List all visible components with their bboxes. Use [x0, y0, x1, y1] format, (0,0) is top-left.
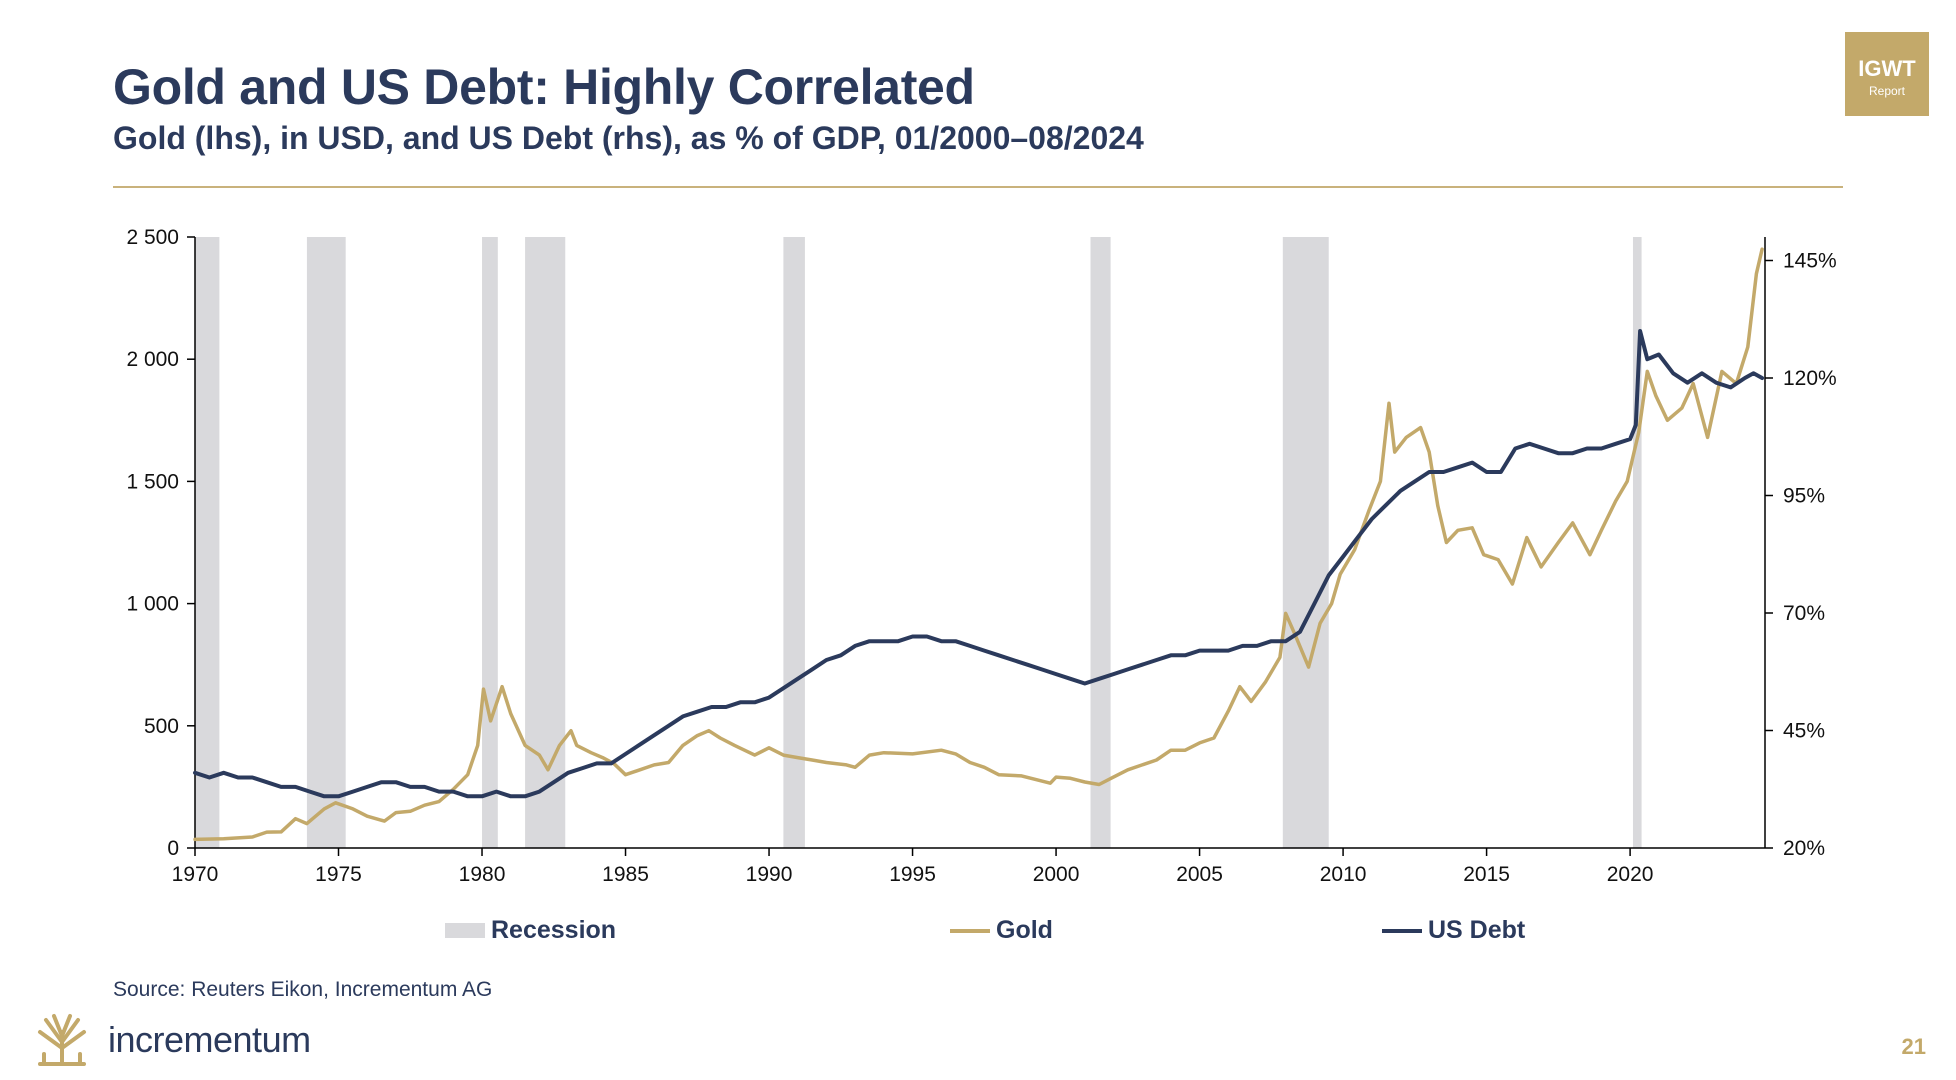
header-divider: [113, 186, 1843, 188]
legend-item-us-debt: US Debt: [1382, 916, 1525, 945]
x-tick-label: 1970: [172, 863, 219, 886]
x-tick-label: 2000: [1033, 863, 1080, 886]
brand-name: incrementum: [108, 1019, 311, 1060]
x-tick-label: 2010: [1320, 863, 1367, 886]
x-tick-label: 1990: [746, 863, 793, 886]
recession-band: [783, 237, 805, 848]
legend-label-us-debt: US Debt: [1428, 916, 1526, 944]
legend-item-recession: Recession: [445, 916, 616, 945]
right-y-tick-label: 95%: [1783, 485, 1825, 508]
us-debt-swatch: [1382, 928, 1422, 933]
chart-subtitle: Gold (lhs), in USD, and US Debt (rhs), a…: [113, 120, 1144, 156]
right-y-tick-label: 20%: [1783, 837, 1825, 860]
recession-swatch: [445, 923, 485, 938]
right-y-tick-label: 145%: [1783, 250, 1837, 273]
left-y-tick-label: 500: [144, 715, 179, 738]
incrementum-logo: incrementum: [34, 1012, 311, 1068]
us-debt-line: [193, 329, 1765, 799]
badge-subtitle: Report: [1868, 84, 1906, 98]
recession-band: [1282, 237, 1329, 848]
x-tick-label: 1975: [315, 863, 362, 886]
tree-logo-icon: [38, 1014, 86, 1066]
recession-band: [525, 237, 566, 848]
right-y-tick-label: 70%: [1783, 602, 1825, 625]
badge-title: IGWT: [1858, 56, 1916, 81]
gold-debt-chart: 0 500 1 000 1 500 2 000 2 500 20% 45% 70% 95% 120%…: [126, 226, 1836, 886]
recession-band: [1632, 237, 1642, 848]
igwt-report-badge: IGWT Report: [1845, 32, 1929, 116]
left-y-tick-label: 1 000: [126, 593, 179, 616]
gold-swatch: [950, 928, 990, 933]
x-tick-label: 1980: [459, 863, 506, 886]
x-tick-label: 2020: [1607, 863, 1654, 886]
chart-title: Gold and US Debt: Highly Correlated: [113, 59, 975, 115]
right-y-tick-label: 45%: [1783, 720, 1825, 743]
recession-band: [482, 237, 498, 848]
us-debt-series: [193, 329, 1765, 799]
legend-label-gold: Gold: [996, 916, 1053, 944]
left-y-tick-label: 1 500: [126, 470, 179, 493]
recession-band: [195, 237, 220, 848]
chart-legend: Recession Gold US Debt: [0, 916, 1956, 946]
left-y-tick-label: 2 000: [126, 348, 179, 371]
x-tick-label: 1995: [889, 863, 936, 886]
recession-band: [1090, 237, 1111, 848]
source-note: Source: Reuters Eikon, Incrementum AG: [113, 978, 493, 1001]
legend-label-recession: Recession: [491, 916, 617, 944]
axes: 0 500 1 000 1 500 2 000 2 500 20% 45% 70% 95% 120%…: [126, 226, 1836, 886]
gold-line: [193, 247, 1764, 842]
x-tick-label: 2005: [1176, 863, 1223, 886]
right-y-tick-label: 120%: [1783, 367, 1837, 390]
page-number: 21: [1901, 1034, 1926, 1059]
x-tick-label: 2015: [1463, 863, 1510, 886]
gold-series: [193, 247, 1764, 842]
left-y-tick-label: 2 500: [126, 226, 179, 249]
x-tick-label: 1985: [602, 863, 649, 886]
recession-band: [306, 237, 346, 848]
legend-item-gold: Gold: [950, 916, 1053, 945]
recession-bands: [195, 237, 1642, 848]
left-y-tick-label: 0: [167, 837, 179, 860]
